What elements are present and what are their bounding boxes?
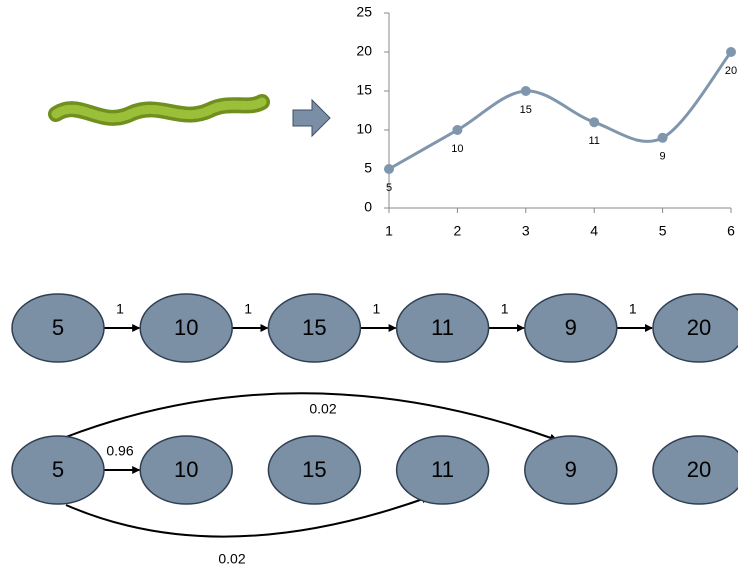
x-tick-label: 4 (590, 223, 598, 239)
point (726, 47, 736, 57)
node-label: 9 (565, 457, 577, 482)
data-label: 11 (588, 135, 599, 147)
node-label: 9 (565, 315, 577, 340)
page: 0510152025123456510151192011111510151192… (0, 0, 738, 572)
data-label: 9 (660, 151, 666, 163)
edge-label: 0.96 (106, 443, 133, 459)
edge-label: 1 (501, 301, 509, 317)
edge-label: 1 (373, 301, 381, 317)
node-label: 15 (302, 457, 326, 482)
node-label: 11 (431, 457, 454, 482)
point (384, 164, 394, 174)
x-tick-label: 5 (659, 223, 667, 239)
edge-label: 1 (116, 301, 124, 317)
edge-label: 1 (244, 301, 252, 317)
data-label: 10 (451, 143, 463, 155)
node-label: 10 (174, 315, 198, 340)
data-label: 20 (725, 65, 737, 77)
point (521, 86, 531, 96)
x-tick-label: 3 (522, 223, 530, 239)
edge-label: 0.02 (309, 401, 336, 417)
y-tick-label: 15 (356, 82, 372, 98)
y-tick-label: 20 (356, 43, 372, 59)
data-label: 15 (520, 104, 532, 116)
x-tick-label: 2 (454, 223, 462, 239)
x-tick-label: 6 (727, 223, 735, 239)
y-tick-label: 0 (364, 199, 372, 215)
edge (66, 497, 429, 537)
node-label: 20 (687, 315, 711, 340)
point (589, 117, 599, 127)
node-label: 5 (52, 457, 64, 482)
y-tick-label: 25 (356, 4, 372, 20)
node-label: 5 (52, 315, 64, 340)
node-label: 11 (431, 315, 454, 340)
point (658, 133, 668, 143)
point (452, 125, 462, 135)
node-label: 20 (687, 457, 711, 482)
line (389, 52, 731, 169)
edge-label: 1 (629, 301, 637, 317)
y-tick-label: 10 (356, 121, 372, 137)
x-tick-label: 1 (385, 223, 393, 239)
y-tick-label: 5 (364, 160, 372, 176)
node-label: 15 (302, 315, 326, 340)
data-label: 5 (386, 182, 392, 194)
block-arrow (293, 100, 330, 136)
node-label: 10 (174, 457, 198, 482)
edge-label: 0.02 (218, 551, 245, 567)
worm (56, 102, 262, 118)
